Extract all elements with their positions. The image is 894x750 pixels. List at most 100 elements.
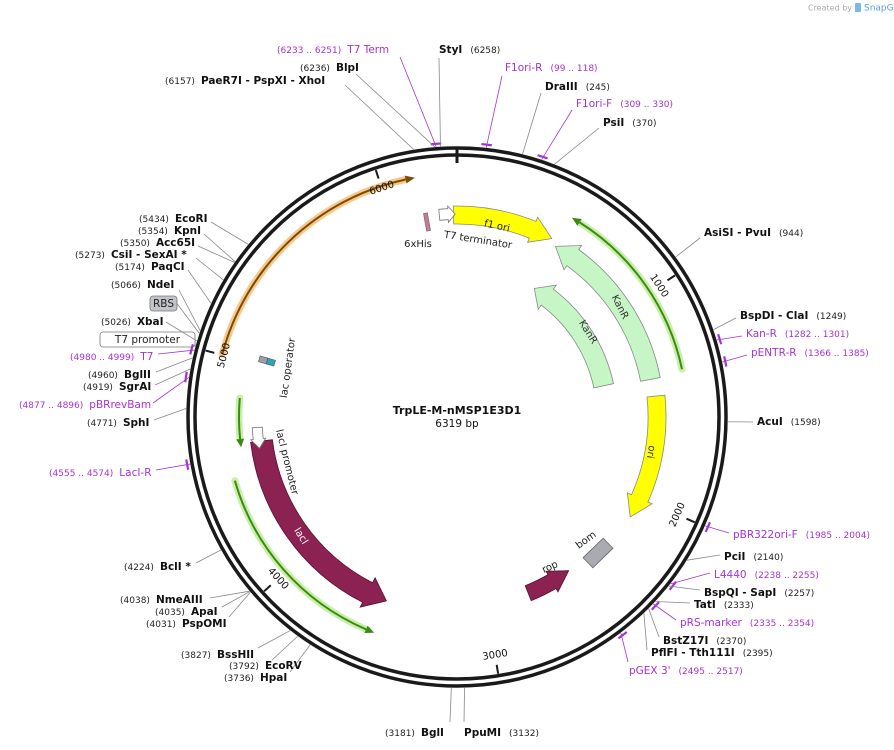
- map-name: TrpLE-M-nMSP1E3D1: [393, 404, 522, 417]
- leader-line: [438, 57, 441, 147]
- site-label: (4224) BclI *: [124, 561, 191, 573]
- primer-label: pRS-marker (2335 .. 2354): [680, 617, 814, 629]
- feature-arrow: [452, 205, 553, 243]
- site-position: (2238 .. 2255): [755, 571, 819, 581]
- site-name: BstZ17I: [663, 635, 708, 647]
- tick-mark: [205, 349, 215, 354]
- site-name: pBR322ori-F: [733, 529, 798, 541]
- leader-line: [655, 601, 691, 604]
- primer-mark: [430, 142, 442, 146]
- leader-line: [648, 608, 660, 638]
- primer-mark: [537, 154, 548, 160]
- site-label: (3736) HpaI: [224, 672, 287, 684]
- site-label: (5174) PaqCI: [115, 261, 185, 273]
- site-position: (6157): [165, 77, 195, 87]
- primer-mark: [189, 343, 194, 355]
- leader-line: [399, 56, 437, 147]
- site-position: (1282 .. 1301): [785, 330, 849, 340]
- primer-label: (4555 .. 4574) LacI-R: [49, 467, 152, 479]
- leader-line: [271, 635, 298, 661]
- site-label: (4031) PspOMI: [146, 618, 227, 630]
- site-position: (3736): [224, 674, 254, 684]
- site-name: T7 Term: [346, 44, 389, 56]
- site-label: (5350) Acc65I: [120, 237, 195, 249]
- feature-label: RBS: [153, 298, 174, 310]
- site-name: PpuMI: [464, 727, 501, 739]
- primer-label: (4877 .. 4896) pBRrevBam: [19, 399, 151, 411]
- leader-line: [195, 257, 224, 281]
- leader-line: [187, 269, 212, 304]
- leader-line: [289, 644, 311, 673]
- site-name: HpaI: [260, 672, 287, 684]
- site-name: pGEX 3': [629, 665, 671, 677]
- site-position: (4771): [87, 419, 117, 429]
- feature-arrow: [626, 394, 667, 518]
- site-label: PciI (2140): [724, 551, 783, 563]
- site-label: (4919) SgrAI: [83, 381, 151, 393]
- site-label: (3792) EcoRV: [229, 660, 303, 672]
- arrow-line: [237, 397, 242, 440]
- leader-line: [355, 73, 436, 148]
- site-label: (4960) BglII: [88, 369, 151, 381]
- site-label: (5026) XbaI: [101, 316, 164, 328]
- leader-line: [716, 335, 743, 341]
- site-position: (3181): [385, 729, 415, 739]
- site-name: TatI: [694, 599, 716, 611]
- site-position: (5350): [120, 239, 150, 249]
- arrow-head: [364, 625, 375, 633]
- primer-label: pENTR-R (1366 .. 1385): [751, 347, 869, 359]
- leader-line: [668, 585, 701, 591]
- site-position: (6233 .. 6251): [277, 46, 341, 56]
- site-name: PsiI: [603, 117, 624, 129]
- leader-line: [257, 630, 291, 649]
- leader-line: [643, 613, 648, 651]
- arrow-head: [236, 438, 245, 448]
- feature-label: ori: [644, 445, 657, 460]
- site-position: (4038): [120, 596, 150, 606]
- site-name: BclI *: [160, 561, 191, 573]
- site-name: PciI: [724, 551, 745, 563]
- site-name: BssHII: [217, 649, 254, 661]
- primer-mark: [481, 142, 492, 147]
- feature-arrow: [533, 284, 614, 389]
- feature-arrow: [438, 204, 456, 224]
- site-label: BspQI - SapI (2257): [704, 587, 814, 599]
- site-label: (6157) PaeR7I - PspXI - XhoI: [165, 75, 325, 87]
- site-position: (4980 .. 4999): [70, 353, 134, 363]
- credit: Created by: [808, 4, 852, 13]
- leader-line: [670, 572, 711, 585]
- logo: [855, 3, 861, 12]
- primer-label: (6233 .. 6251) T7 Term: [277, 44, 389, 56]
- leader-line: [449, 687, 452, 723]
- site-position: (4877 .. 4896): [19, 401, 83, 411]
- leader-line: [176, 303, 200, 334]
- site-position: (1985 .. 2004): [806, 531, 870, 541]
- tick-mark: [374, 169, 380, 179]
- primer-mark: [668, 580, 677, 591]
- site-position: (5273): [75, 251, 105, 261]
- arrow-head: [404, 175, 415, 184]
- primer-mark: [650, 601, 660, 611]
- site-name: AcuI: [757, 416, 783, 428]
- site-name: CsiI - SexAI *: [111, 249, 187, 261]
- site-position: (1366 .. 1385): [805, 349, 869, 359]
- site-name: EcoRV: [265, 660, 303, 672]
- site-name: SphI: [123, 417, 149, 429]
- site-label: (5434) EcoRI: [139, 213, 208, 225]
- site-label: PsiI (370): [603, 117, 656, 129]
- arrow-line: [221, 178, 406, 355]
- leader-line: [620, 632, 629, 663]
- feature-arrow: [554, 245, 661, 382]
- tick-mark: [263, 584, 272, 593]
- site-label: DraIII (245): [545, 81, 610, 93]
- site-name: pENTR-R: [751, 347, 797, 359]
- label-box: [149, 295, 178, 312]
- feature-arrow: [250, 439, 387, 608]
- site-position: (1598): [791, 418, 821, 428]
- leader-line: [152, 377, 190, 404]
- feature-arrow: [524, 570, 570, 602]
- site-name: PaqCI: [151, 261, 185, 273]
- leader-line: [713, 317, 737, 331]
- site-name: SgrAI: [119, 381, 151, 393]
- primer-mark: [723, 356, 728, 367]
